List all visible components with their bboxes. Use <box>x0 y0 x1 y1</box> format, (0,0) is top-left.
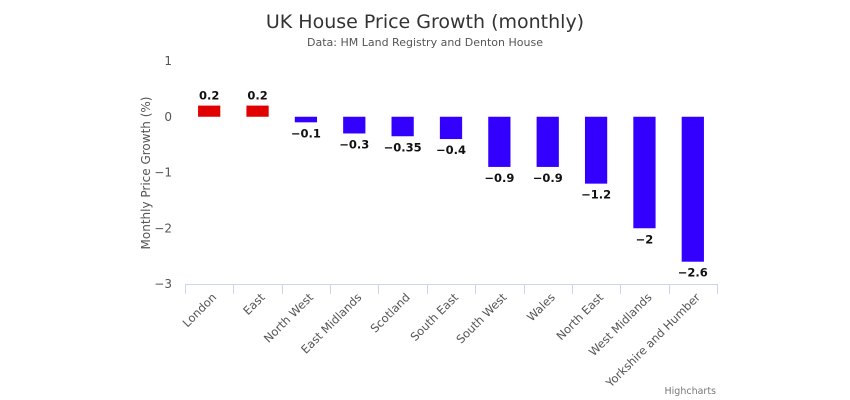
bar[interactable] <box>391 116 414 137</box>
x-tick-label: Scotland <box>368 290 413 335</box>
x-tick-label: East <box>240 290 268 318</box>
y-tick-label: 1 <box>164 54 172 68</box>
bar[interactable] <box>488 116 511 167</box>
bars <box>198 105 704 262</box>
y-axis: 1 0 −1 −2 −3 <box>154 54 172 291</box>
chart-title: UK House Price Growth (monthly) <box>266 11 584 33</box>
data-labels: 0.2 0.2 −0.1 −0.3 −0.35 −0.4 −0.9 −0.9 −1.2 −2 −2.… <box>199 89 708 280</box>
data-label: −0.35 <box>384 140 422 154</box>
chart-credit[interactable]: Highcharts <box>665 386 717 397</box>
data-label: 0.2 <box>199 89 219 103</box>
y-tick-label: −1 <box>154 166 172 180</box>
bar[interactable] <box>246 105 269 117</box>
bar[interactable] <box>681 116 704 262</box>
data-label: −2 <box>636 232 654 246</box>
x-tick-label: London <box>180 290 220 330</box>
data-label: 0.2 <box>247 89 267 103</box>
bar[interactable] <box>439 116 463 140</box>
y-tick-label: 0 <box>164 110 172 124</box>
y-tick-label: −3 <box>154 277 172 291</box>
data-label: −0.9 <box>484 171 514 185</box>
bar[interactable] <box>294 116 318 123</box>
data-label: −0.3 <box>339 137 369 151</box>
y-tick-label: −2 <box>154 221 172 235</box>
x-tick-label: Yorkshire and Humber <box>602 290 703 391</box>
bar[interactable] <box>343 116 366 134</box>
data-label: −0.1 <box>291 126 321 140</box>
bar[interactable] <box>536 116 559 167</box>
bar[interactable] <box>584 116 608 184</box>
bar[interactable] <box>633 116 656 229</box>
data-label: −0.4 <box>436 143 466 157</box>
data-label: −0.9 <box>533 171 563 185</box>
x-tick-label: Wales <box>524 290 558 324</box>
x-tick-label: South West <box>453 290 509 346</box>
y-axis-label: Monthly Price Growth (%) <box>139 97 153 250</box>
bar[interactable] <box>198 105 221 117</box>
data-label: −2.6 <box>678 266 708 280</box>
data-label: −1.2 <box>581 188 611 202</box>
chart-subtitle: Data: HM Land Registry and Denton House <box>307 36 543 49</box>
